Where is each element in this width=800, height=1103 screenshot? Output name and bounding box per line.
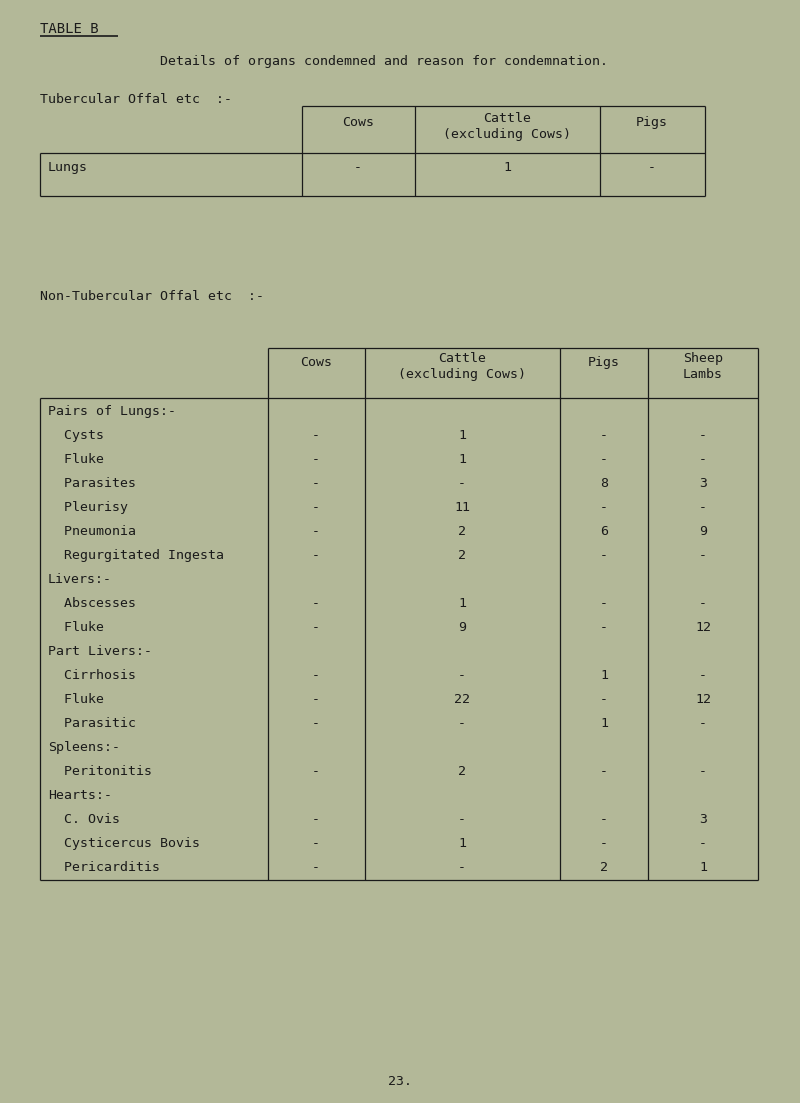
Text: Fluke: Fluke	[48, 693, 104, 706]
Text: -: -	[458, 861, 466, 874]
Text: 2: 2	[458, 525, 466, 538]
Text: 1: 1	[458, 429, 466, 442]
Text: Sheep: Sheep	[683, 352, 723, 365]
Text: Cysticercus Bovis: Cysticercus Bovis	[48, 837, 200, 850]
Text: Cows: Cows	[342, 116, 374, 129]
Text: -: -	[600, 693, 608, 706]
Text: Lambs: Lambs	[683, 368, 723, 381]
Text: 11: 11	[454, 501, 470, 514]
Text: Details of organs condemned and reason for condemnation.: Details of organs condemned and reason f…	[160, 55, 608, 68]
Text: 2: 2	[458, 549, 466, 563]
Text: Livers:-: Livers:-	[48, 572, 112, 586]
Text: -: -	[600, 837, 608, 850]
Text: Regurgitated Ingesta: Regurgitated Ingesta	[48, 549, 224, 563]
Text: 3: 3	[699, 813, 707, 826]
Text: Cirrhosis: Cirrhosis	[48, 670, 136, 682]
Text: Parasitic: Parasitic	[48, 717, 136, 730]
Text: 2: 2	[458, 765, 466, 778]
Text: 8: 8	[600, 476, 608, 490]
Text: -: -	[699, 597, 707, 610]
Text: 9: 9	[458, 621, 466, 634]
Text: 1: 1	[458, 453, 466, 465]
Text: Part Livers:-: Part Livers:-	[48, 645, 152, 658]
Text: 9: 9	[699, 525, 707, 538]
Text: -: -	[312, 837, 320, 850]
Text: -: -	[312, 765, 320, 778]
Text: 1: 1	[503, 161, 511, 174]
Text: -: -	[648, 161, 656, 174]
Text: Pleurisy: Pleurisy	[48, 501, 128, 514]
Text: -: -	[699, 717, 707, 730]
Text: Pairs of Lungs:-: Pairs of Lungs:-	[48, 405, 176, 418]
Text: -: -	[312, 429, 320, 442]
Text: (excluding Cows): (excluding Cows)	[398, 368, 526, 381]
Text: Parasites: Parasites	[48, 476, 136, 490]
Text: 1: 1	[458, 837, 466, 850]
Text: -: -	[312, 621, 320, 634]
Text: Spleens:-: Spleens:-	[48, 741, 120, 754]
Text: -: -	[600, 621, 608, 634]
Text: 23.: 23.	[388, 1075, 412, 1088]
Text: -: -	[699, 549, 707, 563]
Text: Non-Tubercular Offal etc  :-: Non-Tubercular Offal etc :-	[40, 290, 264, 303]
Text: -: -	[699, 670, 707, 682]
Text: 1: 1	[600, 717, 608, 730]
Text: -: -	[600, 549, 608, 563]
Text: -: -	[312, 693, 320, 706]
Text: 6: 6	[600, 525, 608, 538]
Text: Fluke: Fluke	[48, 621, 104, 634]
Text: -: -	[699, 837, 707, 850]
Text: -: -	[312, 813, 320, 826]
Text: -: -	[312, 861, 320, 874]
Text: -: -	[699, 501, 707, 514]
Text: -: -	[312, 476, 320, 490]
Text: 2: 2	[600, 861, 608, 874]
Text: -: -	[699, 453, 707, 465]
Text: 12: 12	[695, 693, 711, 706]
Text: -: -	[458, 476, 466, 490]
Text: Pericarditis: Pericarditis	[48, 861, 160, 874]
Text: -: -	[312, 670, 320, 682]
Text: -: -	[312, 525, 320, 538]
Text: -: -	[458, 670, 466, 682]
Text: 22: 22	[454, 693, 470, 706]
Text: -: -	[600, 813, 608, 826]
Text: Fluke: Fluke	[48, 453, 104, 465]
Text: C. Ovis: C. Ovis	[48, 813, 120, 826]
Text: -: -	[600, 765, 608, 778]
Text: -: -	[312, 549, 320, 563]
Text: TABLE B: TABLE B	[40, 22, 98, 36]
Text: -: -	[312, 501, 320, 514]
Text: Cows: Cows	[300, 356, 332, 370]
Text: -: -	[458, 717, 466, 730]
Text: -: -	[600, 429, 608, 442]
Text: 12: 12	[695, 621, 711, 634]
Text: 3: 3	[699, 476, 707, 490]
Text: -: -	[312, 717, 320, 730]
Text: Pneumonia: Pneumonia	[48, 525, 136, 538]
Text: -: -	[699, 765, 707, 778]
Text: 1: 1	[699, 861, 707, 874]
Text: Pigs: Pigs	[588, 356, 620, 370]
Text: (excluding Cows): (excluding Cows)	[443, 128, 571, 141]
Text: -: -	[354, 161, 362, 174]
Text: 1: 1	[458, 597, 466, 610]
Text: Cattle: Cattle	[483, 113, 531, 125]
Text: -: -	[600, 501, 608, 514]
Text: Pigs: Pigs	[636, 116, 668, 129]
Text: Peritonitis: Peritonitis	[48, 765, 152, 778]
Text: 1: 1	[600, 670, 608, 682]
Text: Tubercular Offal etc  :-: Tubercular Offal etc :-	[40, 93, 232, 106]
Text: -: -	[312, 453, 320, 465]
Text: -: -	[699, 429, 707, 442]
Text: Hearts:-: Hearts:-	[48, 789, 112, 802]
Text: Cysts: Cysts	[48, 429, 104, 442]
Text: -: -	[600, 597, 608, 610]
Text: -: -	[312, 597, 320, 610]
Text: -: -	[458, 813, 466, 826]
Text: -: -	[600, 453, 608, 465]
Text: Abscesses: Abscesses	[48, 597, 136, 610]
Text: Lungs: Lungs	[48, 161, 88, 174]
Text: Cattle: Cattle	[438, 352, 486, 365]
